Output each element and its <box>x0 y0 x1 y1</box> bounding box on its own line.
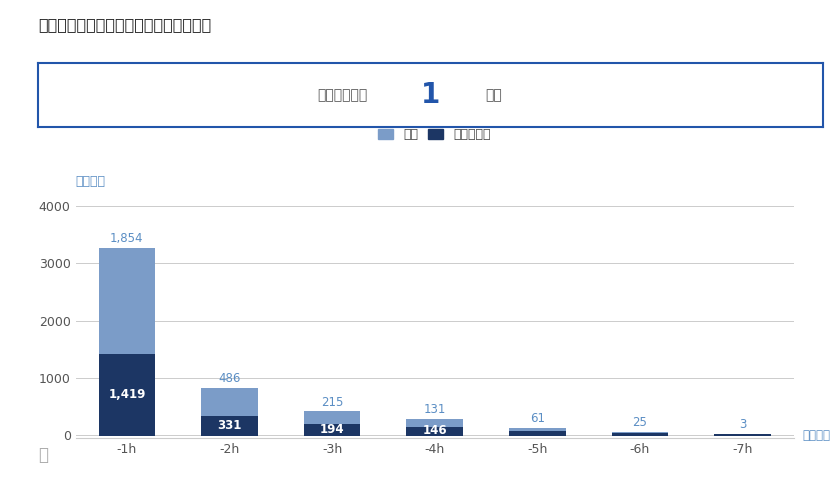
Bar <box>202 435 258 436</box>
Text: 1: 1 <box>421 81 440 109</box>
Text: 📷: 📷 <box>38 447 48 464</box>
Text: 平均滞在時間: 平均滞在時間 <box>318 88 368 102</box>
Bar <box>612 432 668 433</box>
Text: 61: 61 <box>530 412 545 425</box>
Bar <box>714 435 771 436</box>
Text: 時間: 時間 <box>486 88 502 102</box>
Bar <box>304 424 360 435</box>
Bar <box>509 431 565 435</box>
Text: 1,854: 1,854 <box>110 232 144 245</box>
Legend: 新規, リピーター: 新規, リピーター <box>379 128 491 141</box>
Text: 25: 25 <box>633 416 648 429</box>
Bar <box>612 433 668 435</box>
Bar <box>407 435 463 436</box>
Bar <box>98 354 155 435</box>
Bar <box>202 388 258 416</box>
Text: 486: 486 <box>218 373 241 385</box>
Text: 215: 215 <box>321 395 344 409</box>
Bar <box>407 427 463 435</box>
Text: 3: 3 <box>739 418 746 431</box>
Text: 平均時間: 平均時間 <box>802 429 830 442</box>
Text: 194: 194 <box>320 423 344 436</box>
Text: 1,419: 1,419 <box>108 388 145 401</box>
Bar <box>509 428 565 431</box>
Text: 131: 131 <box>423 403 446 416</box>
Bar <box>407 419 463 427</box>
Text: 来店回数: 来店回数 <box>76 175 106 188</box>
Bar <box>98 248 155 354</box>
Text: 146: 146 <box>423 424 447 437</box>
Bar <box>509 435 565 436</box>
Bar <box>304 412 360 424</box>
Bar <box>304 435 360 436</box>
Bar <box>202 416 258 435</box>
Bar <box>612 435 668 436</box>
Bar <box>98 435 155 436</box>
Text: 東京ミッドタウン日比谷の滞在時間分布: 東京ミッドタウン日比谷の滞在時間分布 <box>38 17 211 32</box>
Text: 331: 331 <box>218 419 242 432</box>
